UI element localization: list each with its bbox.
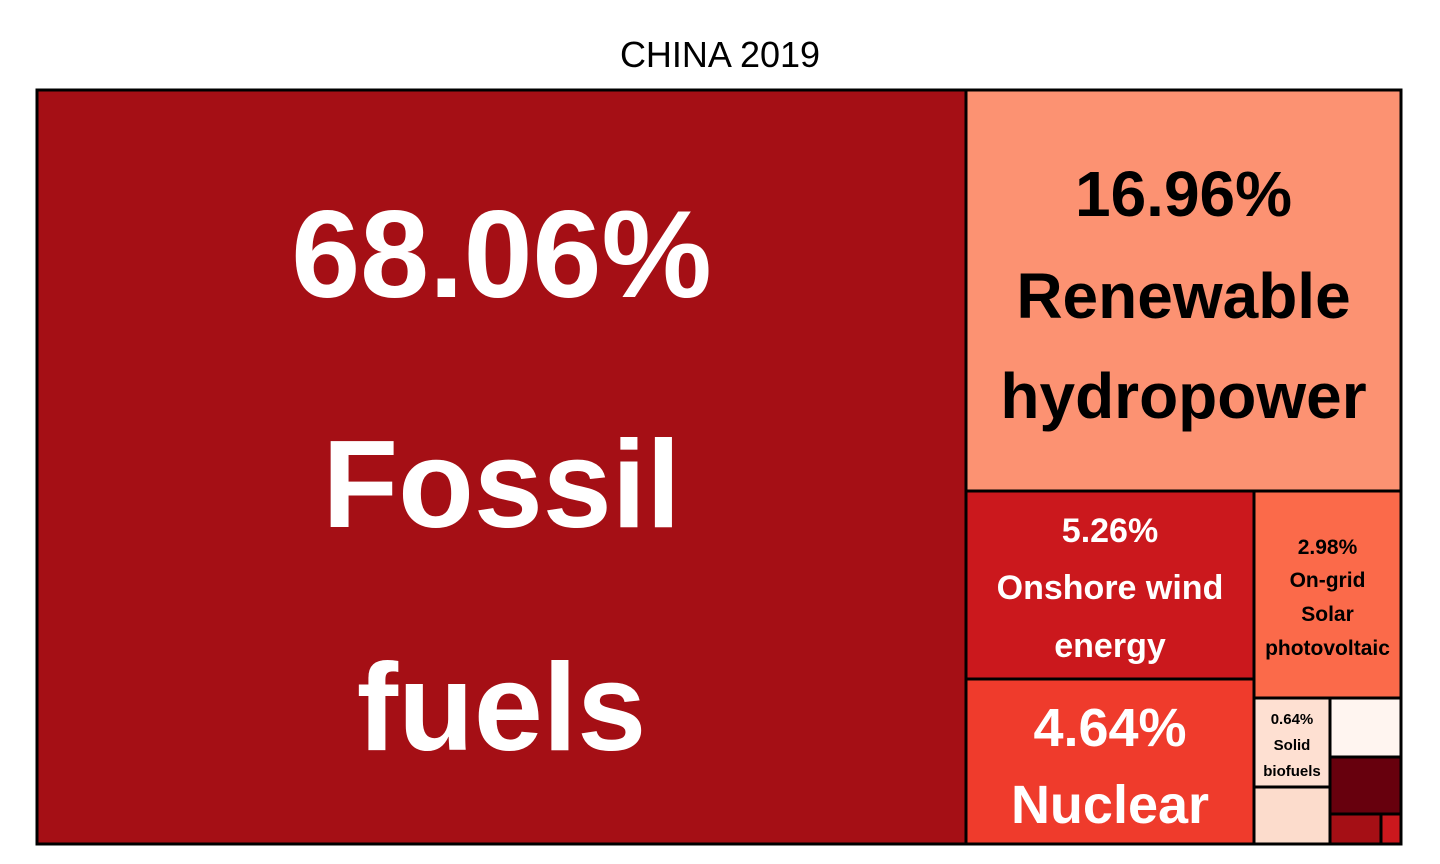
tile-nuclear (964, 677, 1256, 846)
tile-label-on-grid-solar-photovoltaic: photovoltaic (1265, 637, 1390, 660)
tile-label-onshore-wind-energy: energy (1054, 627, 1166, 665)
tile-label-solid-biofuels: biofuels (1263, 763, 1321, 780)
tile-label-on-grid-solar-photovoltaic: Solar (1301, 603, 1354, 626)
tile-unlabeled-1 (1328, 696, 1403, 759)
tile-label-fossil-fuels: Fossil (322, 416, 680, 554)
tile-unlabeled-5 (1379, 812, 1403, 846)
tile-percent-on-grid-solar-photovoltaic: 2.98% (1298, 536, 1358, 559)
tile-percent-fossil-fuels: 68.06% (291, 186, 712, 324)
tile-percent-nuclear: 4.64% (1033, 698, 1186, 758)
tile-label-fossil-fuels: fuels (357, 639, 646, 777)
tile-label-nuclear: Nuclear (1011, 775, 1209, 835)
tile-on-grid-solar-photovoltaic (1252, 489, 1403, 700)
tile-unlabeled-2 (1328, 755, 1403, 816)
tile-label-solid-biofuels: Solid (1274, 737, 1311, 754)
tile-label-renewable-hydropower: hydropower (1000, 360, 1366, 432)
tile-fossil-fuels (35, 88, 968, 846)
chart-title: CHINA 2019 (619, 34, 821, 75)
tile-percent-renewable-hydropower: 16.96% (1075, 158, 1292, 230)
treemap-tiles (35, 88, 1403, 846)
tile-label-onshore-wind-energy: Onshore wind (997, 569, 1224, 607)
tile-label-renewable-hydropower: Renewable (1016, 260, 1350, 332)
tile-renewable-hydropower (964, 88, 1403, 493)
tile-percent-solid-biofuels: 0.64% (1271, 711, 1314, 728)
tile-unlabeled-4 (1328, 812, 1383, 846)
treemap-labels: 68.06% Fossil fuels 16.96% Renewable hydropow… (291, 158, 1390, 835)
tile-unlabeled-3 (1252, 785, 1332, 846)
tile-percent-onshore-wind-energy: 5.26% (1062, 512, 1158, 550)
tile-onshore-wind-energy (964, 489, 1256, 681)
tile-label-on-grid-solar-photovoltaic: On-grid (1290, 569, 1366, 592)
